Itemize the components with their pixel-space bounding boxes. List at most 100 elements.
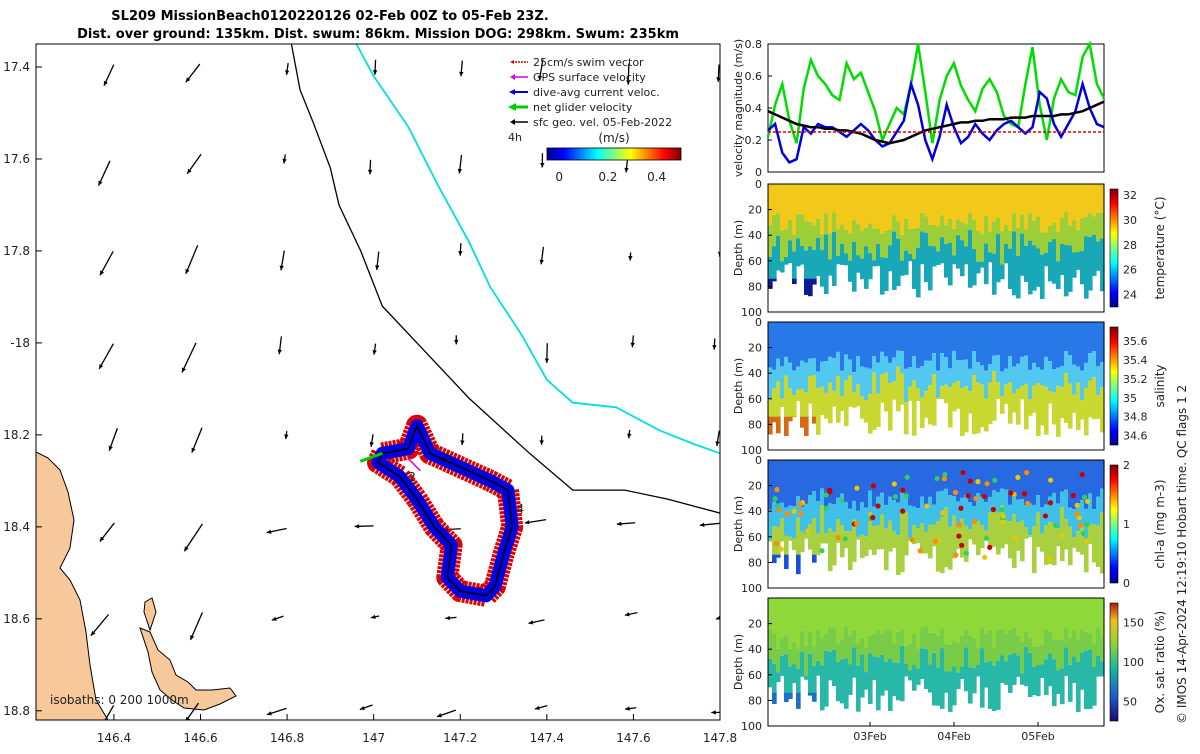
chla-sample-dot: [1043, 513, 1048, 518]
section-cell-deep: [792, 664, 797, 683]
section-cell-mid: [832, 627, 837, 650]
section-cell-deep: [952, 383, 957, 411]
section-cell-deep: [1012, 653, 1017, 685]
section-cell-surface: [944, 184, 949, 225]
section-cell-mid: [768, 510, 773, 540]
section-cell-mid: [992, 648, 997, 666]
section-cell-deep: [860, 259, 865, 280]
section-cell-deep: [896, 366, 901, 411]
map-x-tick-label: 146.8: [270, 731, 304, 745]
section-cell-deep: [976, 665, 981, 677]
section-cell-bottom: [812, 279, 817, 285]
section-cell-deep: [1040, 255, 1045, 299]
section-cell-deep: [1056, 670, 1061, 694]
section-cell-deep: [940, 648, 945, 709]
section-cell-mid: [988, 231, 993, 252]
section-cell-mid: [912, 356, 917, 380]
section-cell-mid: [996, 355, 1001, 382]
section-cell-surface: [912, 184, 917, 229]
chla-sample-dot: [987, 545, 992, 550]
section-cell-surface: [1076, 598, 1081, 640]
section-cell-deep: [932, 653, 937, 706]
section-cell-deep: [996, 661, 1001, 710]
section-cell-deep: [1052, 239, 1057, 284]
section-cell-mid: [888, 497, 893, 521]
section-cell-mid: [1000, 629, 1005, 655]
section-cell-mid: [1012, 367, 1017, 394]
section-cell-mid: [880, 234, 885, 257]
section-cell-deep: [1096, 242, 1101, 271]
section-cell-surface: [988, 598, 993, 630]
section-cell-mid: [1060, 366, 1065, 387]
section-cell-mid: [880, 634, 885, 655]
map-x-tick-label: 147: [362, 731, 385, 745]
section-cell-mid: [768, 629, 773, 659]
section-cell-deep: [888, 659, 893, 711]
section-cell-surface: [1072, 598, 1077, 630]
section-colorbar-tick-label: 34.8: [1123, 411, 1148, 424]
section-cell-mid: [928, 497, 933, 525]
section-cell-deep: [848, 376, 853, 407]
section-cell-surface: [1020, 598, 1025, 641]
section-cell-deep: [956, 673, 961, 689]
section-cell-mid: [864, 368, 869, 401]
section-cell-surface: [876, 460, 881, 497]
section-cell-mid: [1008, 231, 1013, 249]
section-cell-surface: [880, 322, 885, 352]
section-cell-mid: [896, 503, 901, 536]
section-cell-deep: [852, 242, 857, 292]
section-cell-surface: [768, 322, 773, 368]
isobaths-label: isobaths: 0 200 1000m: [50, 693, 189, 707]
section-cell-surface: [908, 322, 913, 367]
section-cell-mid: [1020, 499, 1025, 520]
section-cell-surface: [964, 460, 969, 495]
legend-label-sfc: sfc geo. vel. 05-Feb-2022: [533, 116, 672, 129]
section-cell-deep: [912, 665, 917, 691]
section-cell-deep: [800, 652, 805, 677]
section-cell-deep: [976, 382, 981, 433]
section-cell-deep: [1004, 244, 1009, 263]
section-cell-surface: [804, 184, 809, 221]
section-cell-deep: [864, 672, 869, 689]
section-cell-deep: [876, 394, 881, 427]
section-cell-surface: [964, 322, 969, 360]
section-cell-mid: [876, 363, 881, 394]
section-cell-surface: [868, 184, 873, 224]
section-cell-surface: [968, 322, 973, 369]
section-cell-surface: [960, 184, 965, 222]
section-cell-deep: [1072, 252, 1077, 277]
chla-sample-dot: [953, 490, 958, 495]
section-cell-mid: [1024, 631, 1029, 647]
section-cell-deep: [884, 373, 889, 411]
section-cell-mid: [1080, 630, 1085, 653]
section-cell-mid: [844, 230, 849, 253]
section-cell-surface: [776, 184, 781, 213]
section-cell-surface: [924, 322, 929, 361]
section-cell-mid: [1044, 232, 1049, 252]
section-cell-surface: [948, 184, 953, 219]
section-cell-deep: [1012, 393, 1017, 412]
section-cell-mid: [1044, 357, 1049, 387]
section-cell-deep: [1068, 245, 1073, 291]
section-cell-mid: [1040, 645, 1045, 665]
section-cell-mid: [844, 502, 849, 531]
section-cell-bottom: [812, 417, 817, 424]
chla-sample-dot: [1071, 493, 1076, 498]
section-colorbar-tick-label: 150: [1123, 617, 1144, 630]
section-cell-deep: [1092, 235, 1097, 276]
section-cell-mid: [872, 228, 877, 260]
section-cell-mid: [836, 352, 841, 376]
section-cell-mid: [1052, 369, 1057, 392]
section-cell-mid: [880, 493, 885, 515]
chla-sample-dot: [1022, 491, 1027, 496]
chla-sample-dot: [900, 509, 905, 514]
section-cell-surface: [1060, 598, 1065, 640]
section-cell-surface: [880, 598, 885, 634]
section-cell-mid: [824, 361, 829, 393]
section-cell-surface: [996, 598, 1001, 629]
map-background: [36, 44, 720, 720]
section-cell-surface: [1056, 322, 1061, 368]
